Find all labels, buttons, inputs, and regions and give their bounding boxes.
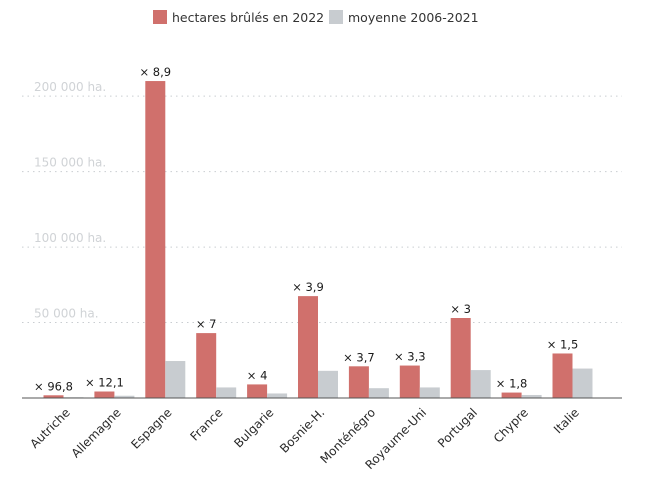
data-label: × 7 bbox=[196, 317, 217, 331]
bar-burned-2022 bbox=[450, 318, 471, 398]
data-label: × 96,8 bbox=[34, 379, 73, 393]
data-label: × 1,8 bbox=[496, 377, 528, 391]
category-label: Allemagne bbox=[69, 405, 124, 460]
bar-burned-2022 bbox=[348, 366, 369, 398]
data-label: × 3 bbox=[450, 302, 471, 316]
data-label: × 12,1 bbox=[85, 376, 124, 390]
legend-swatch-burned-2022 bbox=[153, 10, 167, 24]
y-axis-tick-labels: 50 000 ha. 100 000 ha. 150 000 ha. 200 000 … bbox=[34, 80, 106, 320]
bar-burned-2022 bbox=[196, 333, 217, 398]
bar-average bbox=[572, 368, 593, 398]
bar-burned-2022 bbox=[94, 391, 115, 398]
y-tick-label: 150 000 ha. bbox=[34, 156, 106, 170]
category-label: France bbox=[187, 405, 225, 443]
category-label: Bosnie-H. bbox=[277, 405, 327, 455]
category-label: Autriche bbox=[27, 405, 73, 451]
bar-burned-2022 bbox=[399, 365, 420, 398]
data-label: × 3,3 bbox=[394, 350, 426, 364]
bar-burned-2022 bbox=[247, 384, 268, 398]
data-label: × 3,7 bbox=[343, 350, 375, 364]
data-labels: × 96,8 × 12,1 × 8,9 × 7 × 4 × 3,9 × 3,7 × 3,3 × … bbox=[34, 65, 578, 393]
bar-burned-2022 bbox=[145, 81, 166, 398]
legend-label-burned-2022: hectares brûlés en 2022 bbox=[172, 10, 324, 25]
category-label: Espagne bbox=[128, 405, 174, 451]
data-label: × 3,9 bbox=[292, 280, 324, 294]
bar-average bbox=[470, 370, 491, 398]
data-label: × 1,5 bbox=[547, 337, 579, 351]
bars bbox=[43, 81, 593, 398]
y-tick-label: 100 000 ha. bbox=[34, 231, 106, 245]
bar-burned-2022 bbox=[298, 296, 318, 398]
bar-average bbox=[318, 370, 338, 398]
bar-burned-2022 bbox=[43, 395, 64, 398]
bar-average bbox=[267, 393, 288, 398]
y-tick-label: 50 000 ha. bbox=[34, 307, 99, 321]
data-label: × 4 bbox=[247, 368, 268, 382]
category-label: Italie bbox=[551, 405, 582, 436]
bar-burned-2022 bbox=[552, 353, 573, 398]
bar-average bbox=[165, 361, 186, 398]
bar-average bbox=[419, 387, 440, 398]
legend-label-average: moyenne 2006-2021 bbox=[348, 10, 479, 25]
category-label: Chypre bbox=[491, 405, 531, 445]
legend: hectares brûlés en 2022 moyenne 2006-202… bbox=[153, 10, 479, 25]
bar-average bbox=[216, 387, 237, 398]
category-label: Bulgarie bbox=[231, 405, 276, 450]
bar-average bbox=[521, 394, 542, 398]
bar-average bbox=[114, 395, 135, 398]
legend-swatch-average bbox=[329, 10, 343, 24]
bar-average bbox=[368, 388, 389, 398]
data-label: × 8,9 bbox=[140, 65, 172, 79]
category-label: Portugal bbox=[435, 405, 480, 450]
bar-burned-2022 bbox=[501, 392, 522, 398]
gridlines bbox=[22, 95, 622, 324]
y-tick-label: 200 000 ha. bbox=[34, 80, 106, 94]
